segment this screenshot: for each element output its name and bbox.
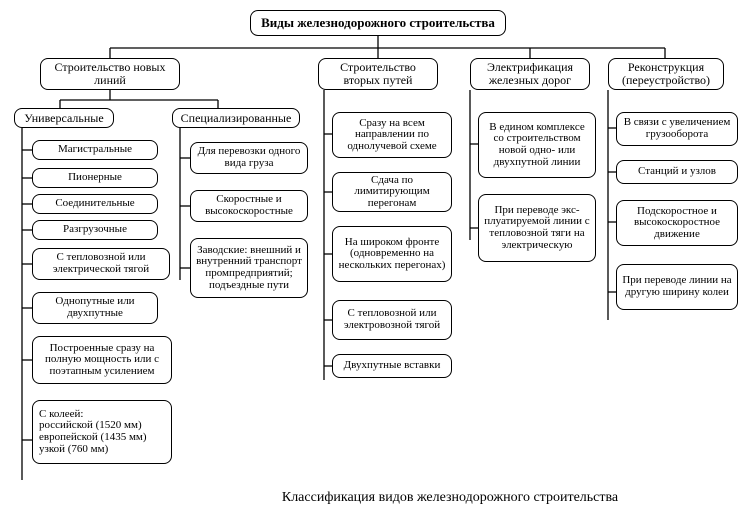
- uni-item-6: Построенные сразу на полную мощность или…: [32, 336, 172, 384]
- b4-item-3: При переводе линии на другую ширину коле…: [616, 264, 738, 310]
- b2-item-2: На широком фронте (одновременно на неско…: [332, 226, 452, 282]
- uni-item-2: Соединительные: [32, 194, 158, 214]
- sub-universal: Универсальные: [14, 108, 114, 128]
- branch-second-tracks: Строительство вторых путей: [318, 58, 438, 90]
- branch-electrification: Электрификация железных дорог: [470, 58, 590, 90]
- uni-item-0: Магистральные: [32, 140, 158, 160]
- root-node: Виды железнодорожного строительства: [250, 10, 506, 36]
- b2-item-3: С тепловозной или электровозной тягой: [332, 300, 452, 340]
- uni-item-1: Пионерные: [32, 168, 158, 188]
- b4-item-2: Подскоростное и высокоскоростное движени…: [616, 200, 738, 246]
- b2-item-1: Сдача по лимитирующим перегонам: [332, 172, 452, 212]
- b2-item-0: Сразу на всем направлении по однолучевой…: [332, 112, 452, 158]
- b3-item-0: В едином комплек­се со строительст­вом н…: [478, 112, 596, 178]
- uni-item-7: С колеей: российской (1520 мм) европейск…: [32, 400, 172, 464]
- sub-specialized: Специализированные: [172, 108, 300, 128]
- spec-item-2: Заводские: внешний и внутренний транспор…: [190, 238, 308, 298]
- b2-item-4: Двухпутные вставки: [332, 354, 452, 378]
- spec-item-1: Скоростные и высокоскоростные: [190, 190, 308, 222]
- uni-item-5: Однопутные или двухпутные: [32, 292, 158, 324]
- b3-item-1: При переводе экс­плуатируемой ли­нии с т…: [478, 194, 596, 262]
- diagram-caption: Классификация видов железнодорожного стр…: [250, 490, 650, 506]
- uni-item-4: С тепловозной или электрической тягой: [32, 248, 170, 280]
- spec-item-0: Для перевозки одного вида груза: [190, 142, 308, 174]
- branch-reconstruction: Реконструкция (переустройство): [608, 58, 724, 90]
- b4-item-0: В связи с увеличением грузооборота: [616, 112, 738, 146]
- branch-new-lines: Строительство новых линий: [40, 58, 180, 90]
- uni-item-3: Разгрузочные: [32, 220, 158, 240]
- b4-item-1: Станций и узлов: [616, 160, 738, 184]
